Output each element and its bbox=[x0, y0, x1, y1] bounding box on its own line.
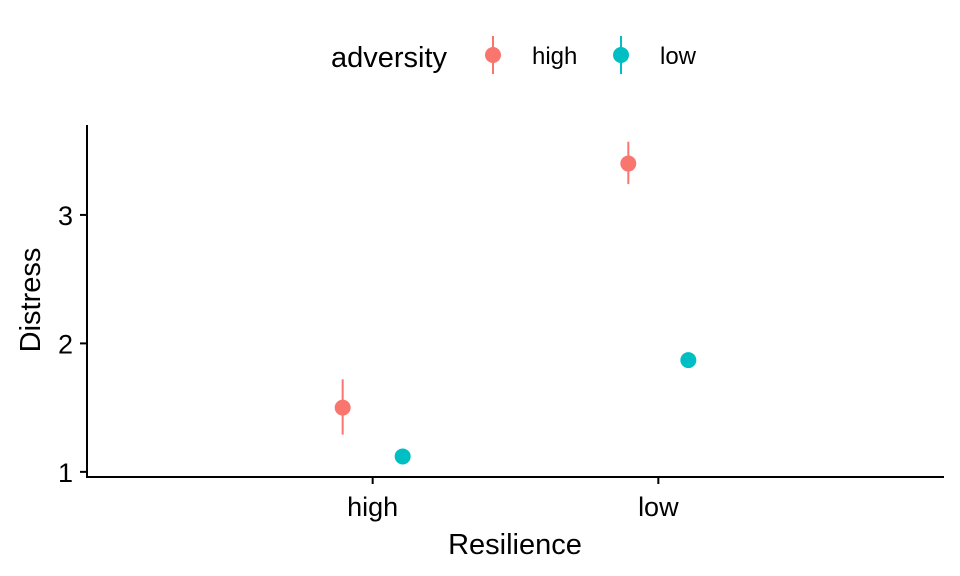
x-tick-label: low bbox=[638, 492, 679, 522]
legend-key-point-high bbox=[485, 47, 501, 63]
data-point bbox=[680, 352, 697, 369]
y-tick-label: 1 bbox=[58, 458, 73, 488]
y-tick-label: 3 bbox=[58, 201, 73, 231]
data-point bbox=[620, 155, 637, 172]
y-axis-ticks: 1 2 3 bbox=[58, 201, 87, 488]
legend-title: adversity bbox=[331, 42, 448, 74]
plot-area: 1 2 3 high low bbox=[58, 125, 944, 522]
data-point bbox=[334, 399, 351, 416]
legend-label-high: high bbox=[532, 43, 577, 70]
legend-key-point-low bbox=[613, 47, 629, 63]
legend: adversity high low bbox=[331, 36, 697, 74]
legend-label-low: low bbox=[660, 43, 697, 70]
x-axis-ticks: high low bbox=[347, 477, 679, 522]
data-marks bbox=[334, 141, 697, 465]
y-tick-label: 2 bbox=[58, 329, 73, 359]
data-point bbox=[394, 448, 411, 465]
y-axis-title: Distress bbox=[15, 248, 47, 353]
legend-item-high: high bbox=[485, 36, 577, 74]
x-axis-title: Resilience bbox=[448, 529, 582, 561]
x-tick-label: high bbox=[347, 492, 398, 522]
legend-item-low: low bbox=[613, 36, 697, 74]
